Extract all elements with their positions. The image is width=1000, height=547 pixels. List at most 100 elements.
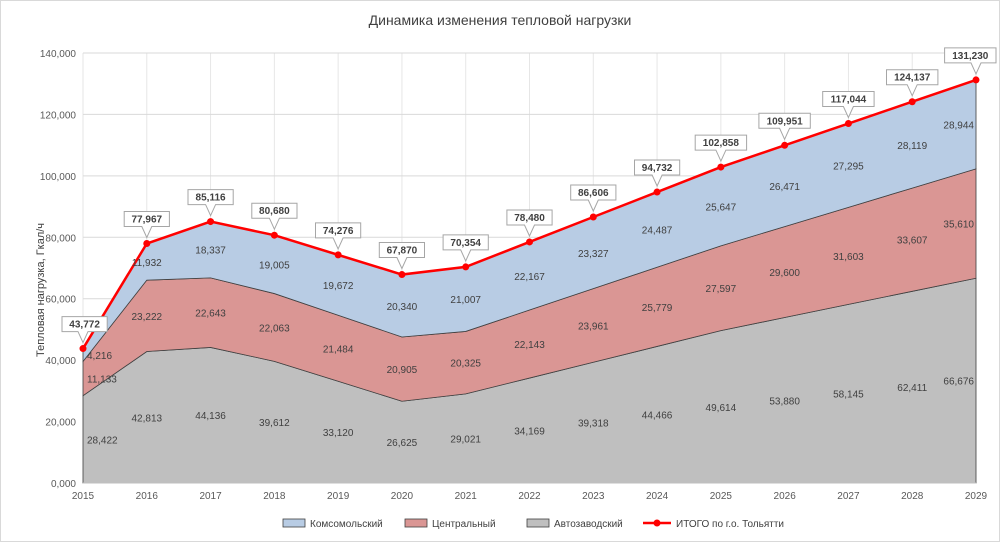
area-data-label: 39,612 <box>259 418 290 429</box>
legend-item: Автозаводский <box>526 518 623 530</box>
legend-item: Центральный <box>404 518 496 530</box>
total-point <box>972 76 980 84</box>
callout-box <box>570 184 617 213</box>
legend-swatch <box>526 518 550 528</box>
total-point <box>143 240 151 248</box>
area-data-label: 11,932 <box>132 258 162 269</box>
x-tick-label: 2027 <box>837 491 860 502</box>
y-axis-label: Тепловая нагрузка, Гкал/ч <box>35 223 47 357</box>
x-tick-label: 2026 <box>774 491 797 502</box>
area-data-label: 20,340 <box>387 302 418 313</box>
total-callout: 67,870 <box>378 242 425 270</box>
area-data-label: 24,487 <box>642 226 673 237</box>
total-data-label: 94,732 <box>642 163 673 174</box>
x-tick-label: 2019 <box>327 491 350 502</box>
total-point <box>844 120 852 128</box>
total-callout: 43,772 <box>61 316 108 344</box>
total-point <box>717 163 725 171</box>
y-tick-label: 0,000 <box>51 479 76 490</box>
x-tick-label: 2021 <box>455 491 478 502</box>
data-label-layer: 28,422 42,813 44,136 39,612 33,120 26,625 29,0… <box>61 47 997 449</box>
callout-box <box>694 134 748 163</box>
area-data-label: 39,318 <box>578 419 609 430</box>
total-point <box>781 141 789 149</box>
total-callout: 77,967 <box>123 211 170 239</box>
x-tick-label: 2015 <box>72 491 95 502</box>
callout-box <box>442 234 489 263</box>
callout-box <box>634 159 681 188</box>
legend: Комсомольский Центральный Автозаводский ИТО… <box>282 518 784 530</box>
total-data-label: 43,772 <box>69 320 100 331</box>
total-data-label: 70,354 <box>450 238 481 249</box>
legend-item: ИТОГО по г.о. Тольятти <box>643 519 784 530</box>
total-point <box>79 345 87 353</box>
x-tick-label: 2025 <box>710 491 733 502</box>
x-tick-label: 2023 <box>582 491 605 502</box>
chart-title: Динамика изменения тепловой нагрузки <box>369 12 632 28</box>
area-data-label: 29,021 <box>450 434 481 445</box>
total-data-label: 67,870 <box>387 246 418 257</box>
total-point <box>526 238 533 246</box>
area-data-label: 66,676 <box>943 377 974 388</box>
callout-box <box>251 202 298 231</box>
area-data-label: 22,143 <box>514 340 545 351</box>
area-data-label: 27,295 <box>833 161 864 172</box>
area-data-label: 62,411 <box>897 383 927 394</box>
area-data-label: 49,614 <box>706 403 737 414</box>
total-data-label: 78,480 <box>514 213 545 224</box>
x-tick-label: 2018 <box>263 491 286 502</box>
area-data-label: 18,337 <box>195 246 226 257</box>
total-point <box>589 213 597 221</box>
callout-box <box>944 47 997 76</box>
callout-box <box>61 316 108 344</box>
total-callout: 80,680 <box>251 202 298 231</box>
total-data-label: 109,951 <box>767 116 804 127</box>
total-point <box>398 271 406 279</box>
total-data-label: 85,116 <box>196 193 226 204</box>
y-tick-label: 20,000 <box>45 418 76 429</box>
total-data-label: 80,680 <box>259 206 290 217</box>
area-data-label: 20,905 <box>387 365 418 376</box>
total-callout: 117,044 <box>822 91 875 119</box>
callout-box <box>187 189 234 217</box>
total-data-label: 77,967 <box>131 215 162 226</box>
callout-box <box>886 69 939 97</box>
area-data-label: 21,007 <box>450 295 481 306</box>
area-series-layer <box>82 79 977 484</box>
legend-label: Автозаводский <box>554 519 623 530</box>
x-tick-label: 2020 <box>391 491 414 502</box>
x-tick-label: 2017 <box>199 491 222 502</box>
area-data-label: 20,325 <box>450 359 481 370</box>
legend-item: Комсомольский <box>282 518 383 530</box>
callout-box <box>506 209 553 238</box>
area-data-label: 23,961 <box>578 321 609 332</box>
legend-swatch <box>282 518 306 528</box>
area-data-label: 42,813 <box>131 413 162 424</box>
total-callout: 109,951 <box>758 112 811 141</box>
total-callout: 102,858 <box>694 134 748 163</box>
x-tick-label: 2028 <box>901 491 924 502</box>
area-data-label: 28,422 <box>87 435 118 446</box>
area-data-label: 34,169 <box>514 427 545 438</box>
y-tick-label: 100,000 <box>40 172 77 183</box>
area-data-label: 22,643 <box>195 309 226 320</box>
area-data-label: 22,063 <box>259 323 290 334</box>
area-data-label: 26,471 <box>769 182 800 193</box>
x-tick-label: 2024 <box>646 491 669 502</box>
area-data-label: 27,597 <box>706 284 737 295</box>
area-data-label: 23,222 <box>131 312 162 323</box>
area-data-label: 58,145 <box>833 390 864 401</box>
total-data-label: 86,606 <box>578 188 609 199</box>
area-data-label: 33,607 <box>897 236 928 247</box>
area-data-label: 23,327 <box>578 249 609 260</box>
total-point <box>462 263 470 271</box>
total-callout: 131,230 <box>944 47 997 76</box>
x-tick-label: 2029 <box>965 491 988 502</box>
area-data-label: 44,466 <box>642 411 673 422</box>
area-data-label: 53,880 <box>769 396 800 407</box>
callout-box <box>123 211 170 239</box>
total-data-label: 124,137 <box>894 73 931 84</box>
x-tick-label: 2022 <box>518 491 541 502</box>
